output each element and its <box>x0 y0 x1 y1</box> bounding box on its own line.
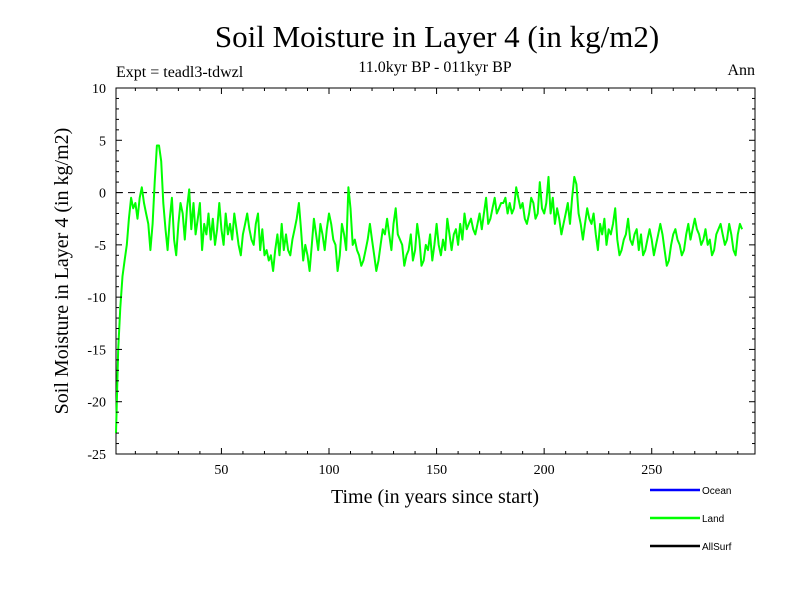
plot-frame <box>115 87 756 455</box>
experiment-label: Expt = teadl3-tdwzl <box>116 64 244 81</box>
legend: Ocean Land AllSurf <box>650 486 732 553</box>
y-tick-label: -20 <box>87 396 106 411</box>
y-tick-label: 0 <box>99 187 106 202</box>
y-tick-label: -25 <box>87 448 106 463</box>
y-tick-label: -15 <box>87 343 106 358</box>
x-tick-label: 250 <box>641 463 662 478</box>
x-tick-label: 50 <box>214 463 228 478</box>
plot-area <box>115 87 756 455</box>
y-axis-label: Soil Moisture in Layer 4 (in kg/m2) <box>51 128 73 415</box>
chart-subtitle: 11.0kyr BP - 011kyr BP <box>358 59 511 76</box>
x-tick-label: 100 <box>319 463 340 478</box>
legend-label-allsurf: AllSurf <box>702 542 732 553</box>
x-tick-label: 150 <box>426 463 447 478</box>
legend-label-land: Land <box>702 514 724 525</box>
season-label: Ann <box>727 62 755 79</box>
chart-title: Soil Moisture in Layer 4 (in kg/m2) <box>215 19 659 54</box>
y-tick-label: 10 <box>92 82 106 97</box>
y-axis: 10 5 0 -5 -10 -15 -20 -25 <box>87 82 755 463</box>
y-tick-label: -10 <box>87 291 106 306</box>
x-axis-label: Time (in years since start) <box>331 486 539 508</box>
series-line-land <box>115 144 744 434</box>
y-tick-label: -5 <box>94 239 106 254</box>
legend-label-ocean: Ocean <box>702 486 731 497</box>
x-tick-label: 200 <box>534 463 555 478</box>
x-axis: 50 100 150 200 250 <box>134 88 739 478</box>
y-tick-label: 5 <box>99 134 106 149</box>
